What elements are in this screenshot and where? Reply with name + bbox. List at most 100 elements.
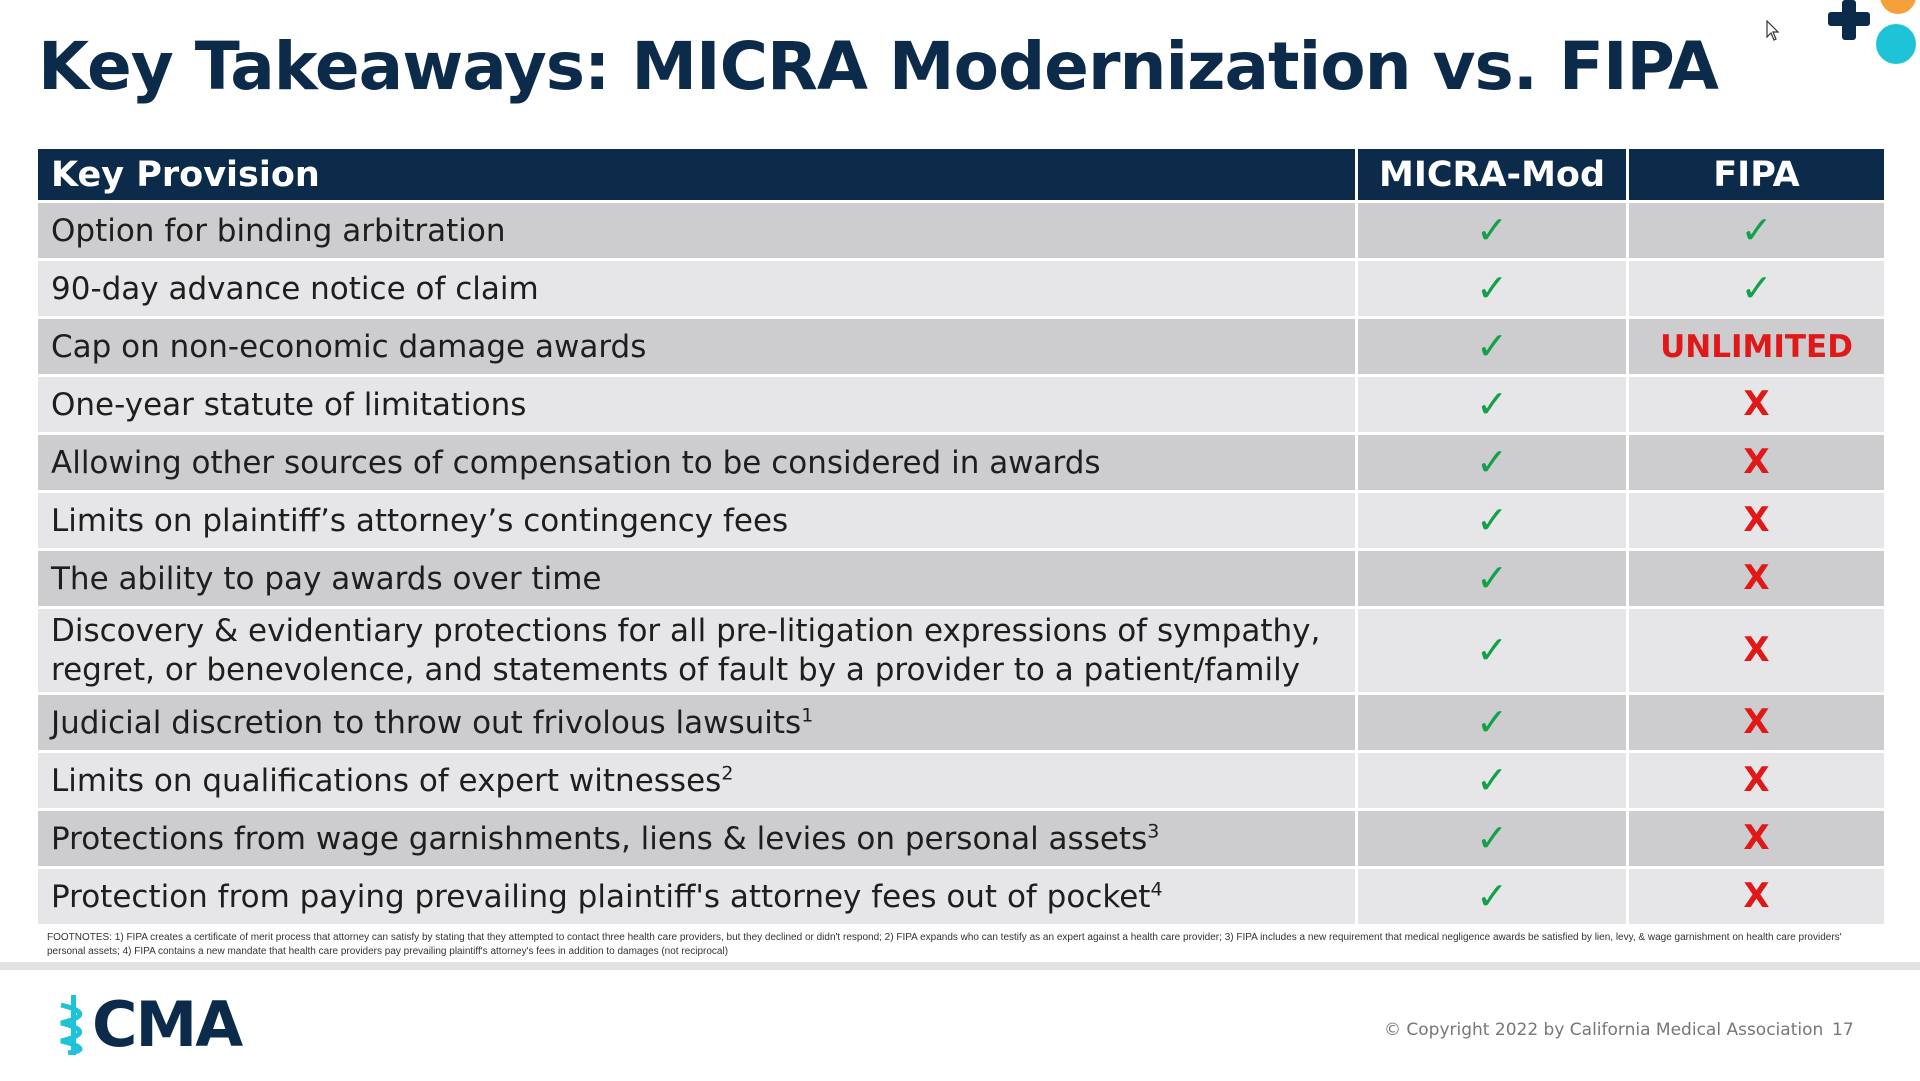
decorative-orange-circle bbox=[1880, 0, 1916, 14]
checkmark-icon: ✓ bbox=[1476, 873, 1508, 918]
provision-label: Protections from wage garnishments, lien… bbox=[51, 820, 1148, 857]
provision-cell: Limits on qualifications of expert witne… bbox=[38, 753, 1355, 808]
checkmark-icon: ✓ bbox=[1476, 555, 1508, 600]
footnote-marker: 1 bbox=[801, 704, 814, 727]
header-micra-mod: MICRA-Mod bbox=[1358, 149, 1626, 200]
micra-cell: ✓ bbox=[1358, 551, 1626, 606]
micra-cell: ✓ bbox=[1358, 609, 1626, 692]
footnote-marker: 3 bbox=[1147, 820, 1160, 843]
micra-cell: ✓ bbox=[1358, 695, 1626, 750]
decorative-teal-circle bbox=[1876, 24, 1916, 64]
fipa-cell: X bbox=[1629, 551, 1884, 606]
provision-cell: The ability to pay awards over time bbox=[38, 551, 1355, 606]
checkmark-icon: ✓ bbox=[1740, 265, 1773, 310]
fipa-cell: X bbox=[1629, 869, 1884, 924]
micra-cell: ✓ bbox=[1358, 435, 1626, 490]
caduceus-icon bbox=[60, 994, 83, 1055]
provision-label: Allowing other sources of compensation t… bbox=[51, 444, 1101, 481]
micra-cell: ✓ bbox=[1358, 493, 1626, 548]
page-number: 17 bbox=[1832, 1020, 1854, 1040]
provision-label: Cap on non-economic damage awards bbox=[51, 328, 647, 365]
comparison-table: Key Provision MICRA-Mod FIPA Option for … bbox=[35, 146, 1887, 927]
footnotes: FOOTNOTES: 1) FIPA creates a certificate… bbox=[47, 932, 1842, 957]
table-row: One-year statute of limitations ✓ X bbox=[38, 377, 1884, 432]
header-fipa: FIPA bbox=[1629, 149, 1884, 200]
fipa-cell: UNLIMITED bbox=[1629, 319, 1884, 374]
checkmark-icon: ✓ bbox=[1476, 381, 1508, 426]
x-mark-icon: X bbox=[1743, 383, 1770, 424]
table-row: Option for binding arbitration ✓ ✓ bbox=[38, 203, 1884, 258]
micra-cell: ✓ bbox=[1358, 377, 1626, 432]
micra-cell: ✓ bbox=[1358, 811, 1626, 866]
micra-cell: ✓ bbox=[1358, 203, 1626, 258]
fipa-cell: X bbox=[1629, 695, 1884, 750]
provision-cell: Judicial discretion to throw out frivolo… bbox=[38, 695, 1355, 750]
x-mark-icon: X bbox=[1743, 701, 1770, 742]
provision-cell: Cap on non-economic damage awards bbox=[38, 319, 1355, 374]
table-row: Allowing other sources of compensation t… bbox=[38, 435, 1884, 490]
x-mark-icon: X bbox=[1743, 499, 1770, 540]
table-row: Limits on qualifications of expert witne… bbox=[38, 753, 1884, 808]
provision-cell: Protections from wage garnishments, lien… bbox=[38, 811, 1355, 866]
x-mark-icon: X bbox=[1743, 629, 1770, 670]
header-key-provision: Key Provision bbox=[38, 149, 1355, 200]
fipa-cell: ✓ bbox=[1629, 261, 1884, 316]
table-row: Protections from wage garnishments, lien… bbox=[38, 811, 1884, 866]
provision-label: Judicial discretion to throw out frivolo… bbox=[51, 704, 802, 741]
provision-label: Limits on plaintiff’s attorney’s conting… bbox=[51, 502, 789, 539]
checkmark-icon: ✓ bbox=[1476, 497, 1508, 542]
checkmark-icon: ✓ bbox=[1740, 207, 1773, 252]
x-mark-icon: X bbox=[1743, 557, 1770, 598]
provision-cell: Limits on plaintiff’s attorney’s conting… bbox=[38, 493, 1355, 548]
x-mark-icon: X bbox=[1743, 817, 1770, 858]
provision-cell: Discovery & evidentiary protections for … bbox=[38, 609, 1355, 692]
micra-cell: ✓ bbox=[1358, 869, 1626, 924]
table-header-row: Key Provision MICRA-Mod FIPA bbox=[38, 149, 1884, 200]
fipa-cell: X bbox=[1629, 753, 1884, 808]
table-row: Discovery & evidentiary protections for … bbox=[38, 609, 1884, 692]
table-row: Judicial discretion to throw out frivolo… bbox=[38, 695, 1884, 750]
table-row: Limits on plaintiff’s attorney’s conting… bbox=[38, 493, 1884, 548]
checkmark-icon: ✓ bbox=[1476, 265, 1508, 310]
footnote-marker: 4 bbox=[1150, 878, 1163, 901]
provision-label: Protection from paying prevailing plaint… bbox=[51, 878, 1151, 915]
table-row: Protection from paying prevailing plaint… bbox=[38, 869, 1884, 924]
checkmark-icon: ✓ bbox=[1476, 627, 1508, 672]
cma-logo: CMA bbox=[56, 988, 243, 1061]
copyright-text: © Copyright 2022 by California Medical A… bbox=[1384, 1020, 1824, 1040]
x-mark-icon: X bbox=[1743, 875, 1770, 916]
provision-cell: One-year statute of limitations bbox=[38, 377, 1355, 432]
x-mark-icon: X bbox=[1743, 759, 1770, 800]
checkmark-icon: ✓ bbox=[1476, 815, 1508, 860]
fipa-cell: X bbox=[1629, 435, 1884, 490]
checkmark-icon: ✓ bbox=[1476, 439, 1508, 484]
logo-text: CMA bbox=[92, 988, 243, 1061]
fipa-cell: X bbox=[1629, 609, 1884, 692]
fipa-cell: ✓ bbox=[1629, 203, 1884, 258]
checkmark-icon: ✓ bbox=[1476, 207, 1508, 252]
provision-label: Limits on qualifications of expert witne… bbox=[51, 762, 722, 799]
provision-cell: Protection from paying prevailing plaint… bbox=[38, 869, 1355, 924]
footer-divider bbox=[0, 962, 1920, 970]
micra-cell: ✓ bbox=[1358, 753, 1626, 808]
x-mark-icon: X bbox=[1743, 441, 1770, 482]
mouse-cursor-icon bbox=[1766, 20, 1780, 41]
checkmark-icon: ✓ bbox=[1476, 323, 1508, 368]
provision-label: Option for binding arbitration bbox=[51, 212, 506, 249]
micra-cell: ✓ bbox=[1358, 319, 1626, 374]
provision-label: 90-day advance notice of claim bbox=[51, 270, 539, 307]
unlimited-label: UNLIMITED bbox=[1660, 328, 1853, 365]
provision-cell: 90-day advance notice of claim bbox=[38, 261, 1355, 316]
provision-cell: Option for binding arbitration bbox=[38, 203, 1355, 258]
micra-cell: ✓ bbox=[1358, 261, 1626, 316]
fipa-cell: X bbox=[1629, 493, 1884, 548]
provision-label: The ability to pay awards over time bbox=[51, 560, 602, 597]
table-row: Cap on non-economic damage awards ✓ UNLIMI… bbox=[38, 319, 1884, 374]
fipa-cell: X bbox=[1629, 377, 1884, 432]
checkmark-icon: ✓ bbox=[1476, 699, 1508, 744]
checkmark-icon: ✓ bbox=[1476, 757, 1508, 802]
table-body: Option for binding arbitration ✓ ✓ 90-day a… bbox=[38, 203, 1884, 924]
slide-title: Key Takeaways: MICRA Modernization vs. F… bbox=[38, 28, 1719, 105]
provision-label: Discovery & evidentiary protections for … bbox=[51, 612, 1321, 688]
fipa-cell: X bbox=[1629, 811, 1884, 866]
